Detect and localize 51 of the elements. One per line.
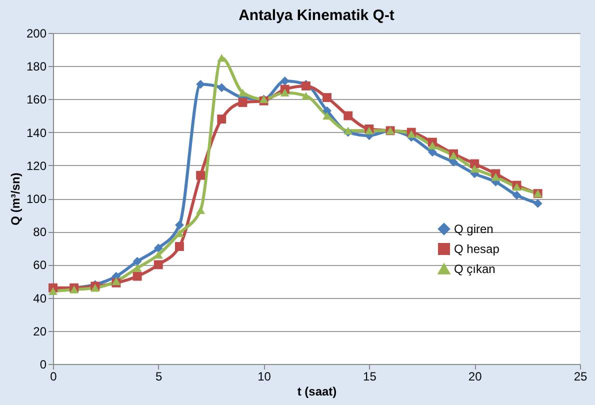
point [470, 164, 480, 173]
point [175, 220, 184, 230]
point [175, 242, 184, 251]
y-tick-label: 200 [26, 26, 47, 40]
point [217, 114, 226, 124]
point [280, 88, 290, 96]
y-tick-label: 80 [33, 225, 47, 240]
point [512, 183, 522, 191]
y-tick-label: 180 [26, 60, 47, 74]
legend-label: Q giren [454, 222, 494, 236]
point [449, 152, 458, 160]
x-tick-label: 20 [468, 370, 482, 384]
point [512, 190, 522, 200]
point [406, 130, 416, 138]
point [217, 83, 226, 92]
y-tick-label: 0 [40, 358, 47, 372]
x-tick-label: 0 [50, 370, 58, 384]
point [132, 264, 142, 272]
point [238, 98, 248, 107]
legend-label: Q çıkan [454, 262, 496, 276]
point [491, 173, 500, 181]
x-axis-title: t (saat) [297, 384, 337, 398]
point [175, 229, 184, 238]
chart-title: Antalya Kinematik Q-t [238, 7, 394, 24]
point [132, 256, 142, 266]
y-tick-label: 20 [33, 324, 47, 338]
point [70, 286, 79, 294]
point [322, 93, 332, 102]
point [196, 206, 206, 214]
point [344, 111, 353, 120]
point [154, 244, 163, 253]
x-tick-label: 15 [363, 370, 377, 384]
point [533, 198, 542, 208]
x-tick-label: 5 [156, 370, 163, 384]
point [280, 76, 290, 86]
y-tick-label: 160 [26, 92, 47, 107]
y-tick-label: 140 [26, 126, 47, 140]
x-tick-label: 10 [258, 370, 272, 384]
legend-label: Q hesap [454, 242, 500, 256]
y-tick-label: 120 [26, 158, 47, 173]
x-tick-label: 25 [574, 370, 588, 384]
y-tick-label: 60 [33, 258, 47, 272]
point [196, 170, 206, 180]
point [301, 92, 310, 100]
point [428, 142, 437, 150]
point [238, 88, 248, 96]
point [154, 260, 163, 270]
y-tick-label: 40 [33, 291, 47, 306]
y-tick-label: 100 [26, 192, 47, 206]
point [132, 272, 142, 281]
y-axis-title: Q (m³/sn) [8, 172, 22, 226]
